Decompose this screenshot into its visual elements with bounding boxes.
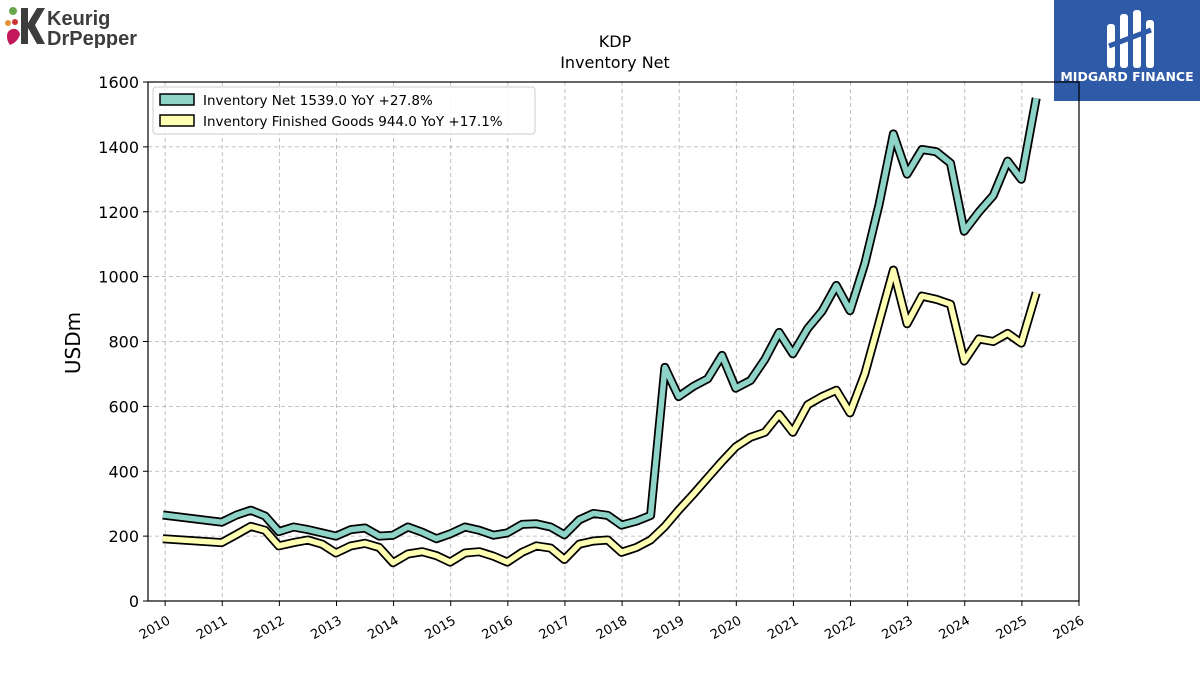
logo-text-drpepper: DrPepper: [47, 28, 137, 48]
chart-title: KDP: [599, 32, 632, 51]
y-tick-label: 1200: [98, 203, 139, 222]
legend-swatch-inventory-net: [159, 93, 195, 106]
logo-k-mark-icon: [21, 8, 45, 44]
series-line-inventory-finished-goods: [162, 267, 1039, 566]
series-lines: [162, 97, 1041, 568]
legend-box: [152, 86, 536, 135]
x-tick-label: 2010: [137, 613, 173, 643]
y-axis-label: USDm: [61, 312, 85, 374]
y-tick-label: 1400: [98, 138, 139, 157]
logo-text-keurig: Keurig: [47, 8, 110, 30]
series-line-inventory-net: [162, 97, 1039, 542]
legend-swatch-finished-goods: [159, 114, 195, 127]
x-tick-label: 2018: [594, 613, 630, 643]
x-tick-label: 2015: [423, 613, 459, 643]
y-tick-label: 1000: [98, 268, 139, 287]
x-tick-label: 2021: [765, 613, 801, 643]
y-tick-label: 800: [108, 333, 139, 352]
legend-label-finished-goods: Inventory Finished Goods 944.0 YoY +17.1…: [203, 114, 503, 130]
x-tick-label: 2016: [480, 613, 516, 643]
x-tick-label: 2020: [708, 613, 744, 643]
y-tick-label: 400: [108, 462, 139, 481]
y-tick-label: 1600: [98, 73, 139, 92]
chart-subtitle: Inventory Net: [560, 53, 670, 72]
legend: Inventory Net 1539.0 YoY +27.8% Inventor…: [152, 86, 536, 135]
x-tick-label: 2011: [194, 613, 230, 643]
x-tick-label: 2014: [365, 613, 401, 643]
y-tick-label: 200: [108, 527, 139, 546]
x-tick-label: 2017: [537, 613, 573, 643]
x-tick-label: 2019: [651, 613, 687, 643]
x-tick-label: 2022: [822, 613, 858, 643]
midgard-emblem-icon: [1107, 10, 1154, 68]
logo-heart-icon: [7, 28, 20, 45]
y-axis: 0 200 400 600 800 1000 1200 1400 1600: [98, 73, 148, 611]
x-tick-label: 2024: [937, 613, 973, 643]
keurig-drpepper-logo: Keurig DrPepper: [5, 7, 137, 48]
logo-dot-red-icon: [12, 19, 18, 25]
y-tick-label: 600: [108, 397, 139, 416]
logo-leaf-green-icon: [9, 7, 17, 15]
x-tick-label: 2023: [879, 613, 915, 643]
x-tick-label: 2013: [308, 613, 344, 643]
brand-name: MIDGARD FINANCE: [1060, 69, 1194, 84]
x-tick-label: 2012: [251, 613, 287, 643]
x-tick-label: 2026: [1051, 613, 1087, 643]
x-axis: 2010 2011 2012 2013 2014 2015 2016 2017 2018 2019…: [137, 601, 1087, 643]
legend-label-inventory-net: Inventory Net 1539.0 YoY +27.8%: [203, 93, 433, 109]
y-tick-label: 0: [129, 592, 139, 611]
midgard-finance-logo: MIDGARD FINANCE: [1054, 0, 1200, 101]
x-tick-label: 2025: [994, 613, 1030, 643]
logo-dot-orange-icon: [5, 20, 11, 26]
